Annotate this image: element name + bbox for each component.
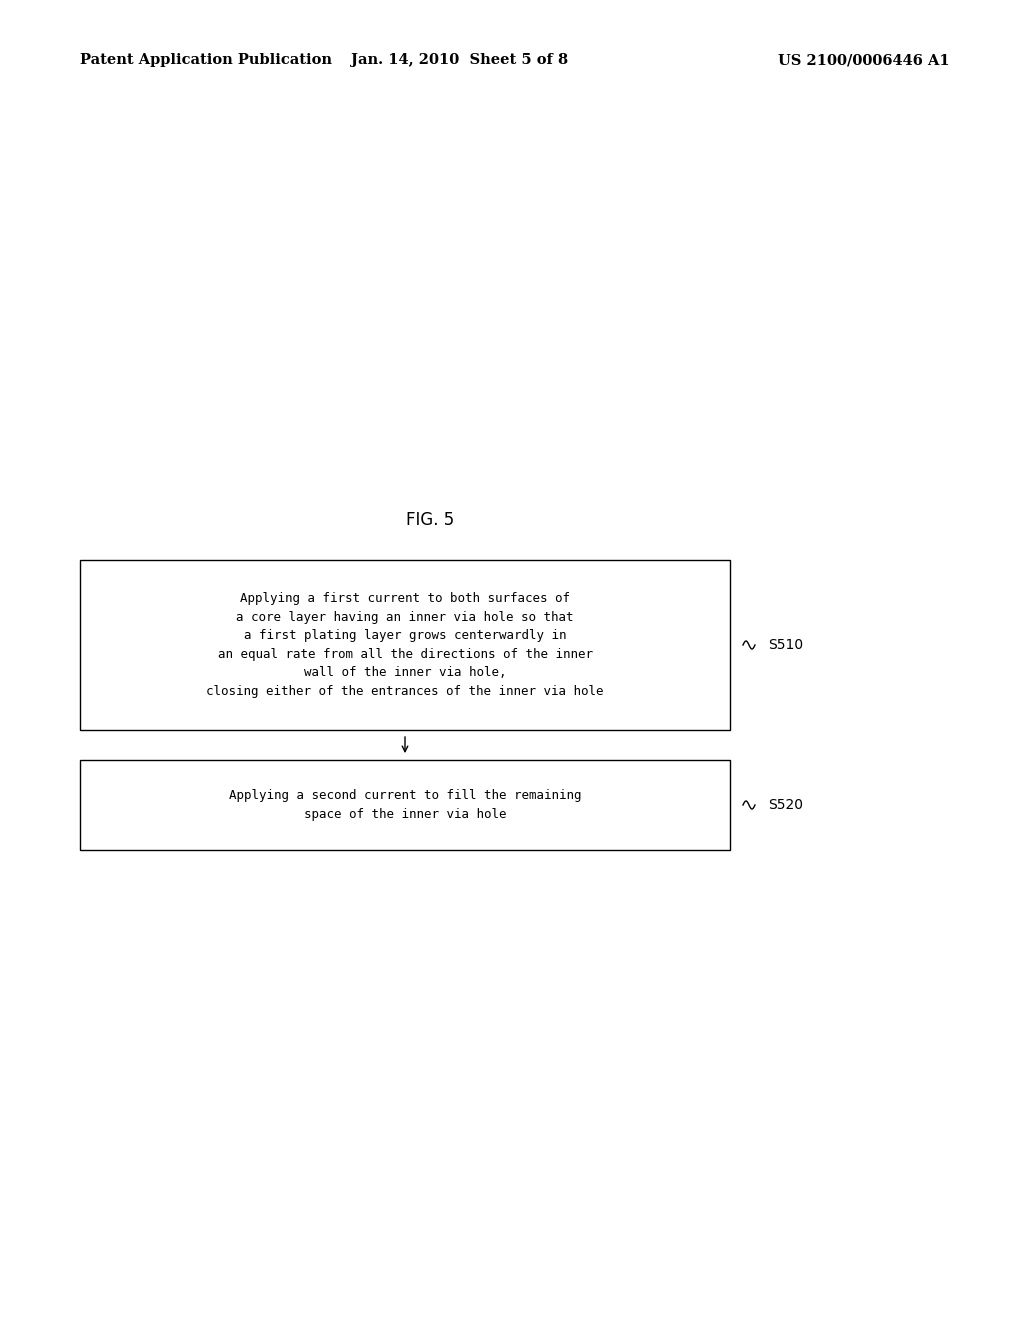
Text: S510: S510 <box>768 638 803 652</box>
Text: Applying a first current to both surfaces of
a core layer having an inner via ho: Applying a first current to both surface… <box>206 593 604 698</box>
Text: S520: S520 <box>768 799 803 812</box>
Text: Jan. 14, 2010  Sheet 5 of 8: Jan. 14, 2010 Sheet 5 of 8 <box>351 53 568 67</box>
Text: FIG. 5: FIG. 5 <box>406 511 454 529</box>
Text: US 2100/0006446 A1: US 2100/0006446 A1 <box>778 53 950 67</box>
Text: Patent Application Publication: Patent Application Publication <box>80 53 332 67</box>
Text: Applying a second current to fill the remaining
space of the inner via hole: Applying a second current to fill the re… <box>228 789 582 821</box>
Bar <box>80 560 730 730</box>
Bar <box>80 760 730 850</box>
